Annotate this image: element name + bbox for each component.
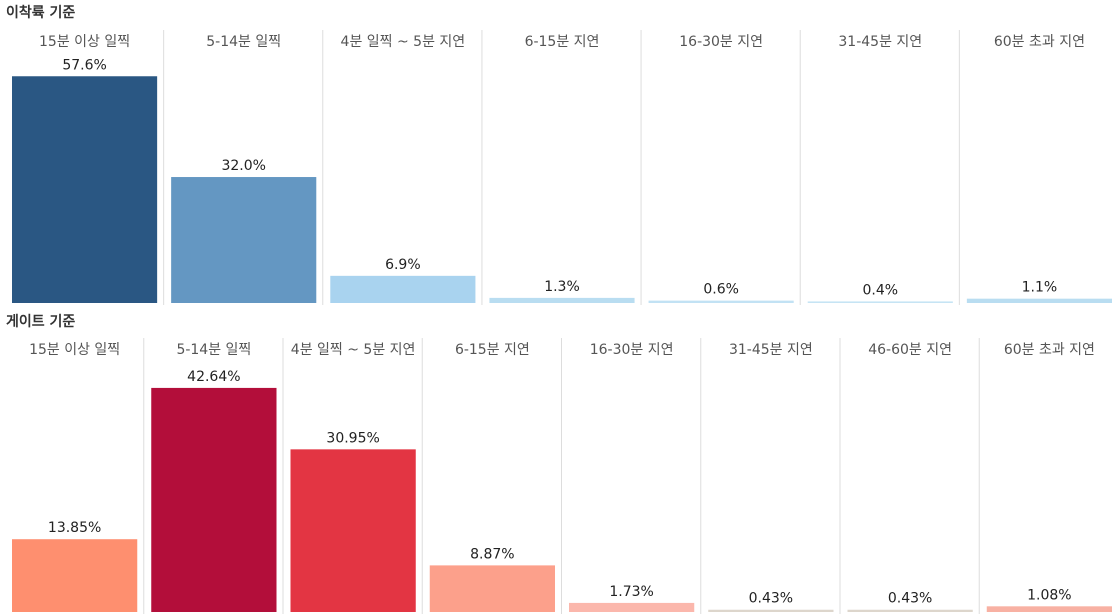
value-label: 32.0%	[221, 158, 265, 174]
bar	[489, 297, 635, 303]
column-header: 60분 초과 지연	[1004, 342, 1095, 358]
value-label: 0.43%	[749, 591, 793, 607]
value-label: 8.87%	[470, 546, 514, 562]
value-label: 6.9%	[385, 257, 421, 273]
column-header: 16-30분 지연	[590, 342, 674, 358]
bar	[986, 606, 1112, 612]
section-title: 게이트 기준	[6, 313, 75, 330]
bar	[569, 602, 695, 612]
section-title: 이착륙 기준	[6, 4, 75, 21]
value-label: 13.85%	[48, 520, 101, 536]
value-label: 1.08%	[1027, 587, 1071, 603]
bar	[807, 301, 953, 303]
value-label: 0.43%	[888, 591, 932, 607]
bar	[151, 387, 277, 612]
column-header: 16-30분 지연	[679, 34, 763, 50]
value-label: 0.6%	[703, 282, 739, 298]
column-header: 5-14분 일찍	[206, 34, 281, 50]
column-header: 15분 이상 일찍	[29, 342, 120, 358]
bar	[171, 177, 317, 303]
bar	[847, 609, 973, 612]
column-header: 31-45분 지연	[729, 342, 813, 358]
value-label: 42.64%	[187, 369, 240, 385]
column-header: 6-15분 지연	[455, 342, 530, 358]
value-label: 30.95%	[326, 430, 379, 446]
column-header: 31-45분 지연	[838, 34, 922, 50]
column-header: 4분 일찍 ~ 5분 지연	[341, 34, 466, 50]
bar	[290, 449, 416, 612]
bar	[330, 275, 476, 303]
value-label: 0.4%	[862, 282, 898, 298]
bar	[429, 565, 555, 612]
value-label: 57.6%	[62, 57, 106, 73]
bar	[648, 300, 794, 303]
value-label: 1.73%	[609, 584, 653, 600]
column-header: 15분 이상 일찍	[39, 34, 130, 50]
value-label: 1.1%	[1022, 280, 1058, 296]
bar	[708, 609, 834, 612]
bar	[12, 76, 158, 303]
column-header: 5-14분 일찍	[176, 342, 251, 358]
column-header: 60분 초과 지연	[994, 34, 1085, 50]
column-header: 46-60분 지연	[868, 342, 952, 358]
value-label: 1.3%	[544, 279, 580, 295]
bar	[966, 298, 1112, 303]
column-header: 6-15분 지연	[525, 34, 600, 50]
column-header: 4분 일찍 ~ 5분 지연	[291, 342, 416, 358]
bar	[12, 539, 138, 612]
